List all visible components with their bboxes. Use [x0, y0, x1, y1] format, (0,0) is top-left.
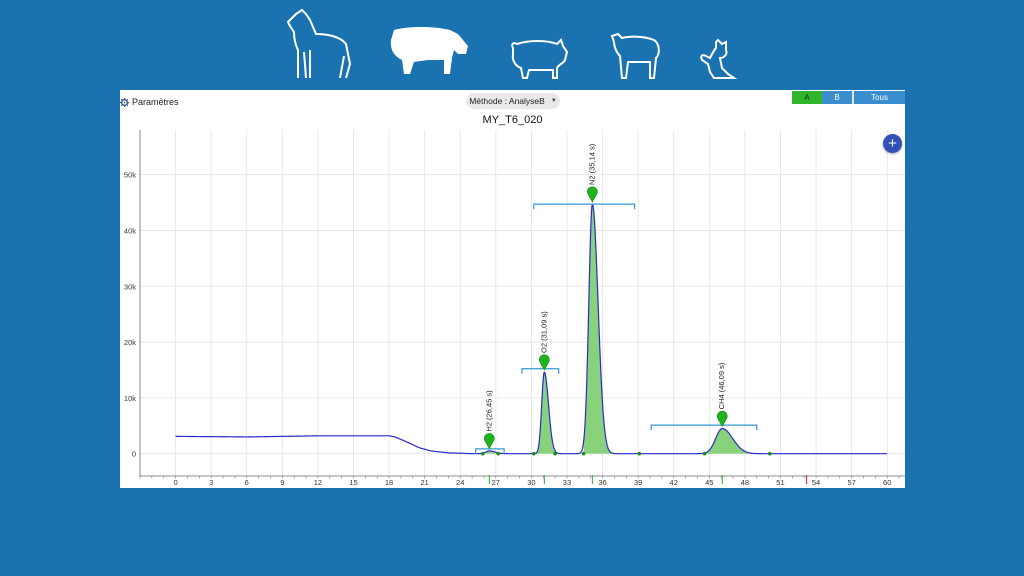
segment-divider [852, 91, 854, 104]
peak-marker-icon [484, 433, 495, 450]
x-tick-label: 57 [847, 478, 855, 487]
horse-icon[interactable] [286, 8, 352, 80]
x-tick-label: 54 [812, 478, 820, 487]
y-tick-label: 30k [124, 282, 136, 291]
x-tick-label: 12 [314, 478, 322, 487]
chevron-down-icon: ▼ [550, 98, 557, 104]
integration-end-dot [496, 451, 500, 456]
y-tick-label: 50k [124, 171, 136, 180]
y-tick-label: 40k [124, 226, 136, 235]
gear-icon [120, 97, 129, 107]
integration-end-dot [553, 451, 557, 456]
x-tick-label: 36 [598, 478, 606, 487]
peak-label: H2 (26,45 s) [484, 390, 493, 432]
x-tick-label: 9 [280, 478, 284, 487]
y-tick-label: 10k [124, 394, 136, 403]
toolbar: Paramètres Méthode : AnalyseB ▼ A B Tous [120, 90, 905, 112]
sheep-icon[interactable] [608, 32, 662, 80]
integration-start-dot [581, 451, 586, 456]
animal-selector [0, 0, 1024, 86]
pig-icon[interactable] [509, 38, 569, 80]
chromatogram-window: 0 3 6 9 12 15 18 21 24 27 30 33 36 39 42 45 48 51 54 57 60 0 1… [120, 90, 905, 488]
method-dropdown[interactable]: Méthode : AnalyseB ▼ [466, 93, 560, 109]
x-tick-label: 48 [741, 478, 749, 487]
segment-b[interactable]: B [822, 91, 852, 104]
x-tick-label: 24 [456, 478, 464, 487]
x-tick-label: 0 [173, 478, 177, 487]
x-tick-label: 33 [563, 478, 571, 487]
peak-area [533, 372, 556, 454]
x-tick-label: 45 [705, 478, 713, 487]
peak-bracket [650, 424, 758, 431]
chromatogram-chart: 0 3 6 9 12 15 18 21 24 27 30 33 36 39 42 45 48 51 54 57 6001… [124, 130, 905, 487]
add-button[interactable]: + [883, 134, 902, 153]
x-tick-label: 39 [634, 478, 642, 487]
peak-area [704, 428, 770, 454]
x-tick-label: 27 [492, 478, 500, 487]
cat-icon[interactable] [698, 38, 740, 80]
y-tick-label: 20k [124, 338, 136, 347]
segment-all[interactable]: Tous [854, 91, 905, 104]
peak-marker-icon [539, 354, 550, 371]
method-label: Méthode : AnalyseB [469, 96, 545, 106]
plus-icon: + [888, 135, 897, 152]
peak-label: N2 (35,14 s) [587, 143, 596, 185]
peak-label: CH4 (46,09 s) [717, 362, 726, 409]
integration-start-dot [531, 451, 536, 456]
channel-selector: A B Tous [792, 91, 905, 104]
peak-area [583, 204, 640, 454]
x-tick-label: 21 [420, 478, 428, 487]
x-tick-label: 18 [385, 478, 393, 487]
y-tick-label: 0 [132, 450, 136, 459]
x-tick-label: 51 [776, 478, 784, 487]
peak-marker-icon [587, 186, 598, 203]
x-tick-label: 3 [209, 478, 213, 487]
segment-a[interactable]: A [792, 91, 822, 104]
integration-end-dot [637, 451, 642, 456]
peak-label: O2 (31,09 s) [539, 311, 548, 353]
integration-start-dot [702, 451, 707, 456]
x-tick-label: 15 [349, 478, 357, 487]
integration-end-dot [767, 451, 772, 456]
integration-start-dot [480, 451, 485, 456]
settings-label: Paramètres [132, 97, 179, 107]
x-tick-label: 60 [883, 478, 891, 487]
settings-button[interactable]: Paramètres [120, 94, 179, 110]
peak-bracket [521, 368, 560, 374]
x-tick-label: 6 [245, 478, 249, 487]
cow-icon[interactable] [388, 24, 470, 80]
peak-bracket [475, 448, 505, 454]
x-tick-label: 30 [527, 478, 535, 487]
peak-bracket [533, 203, 636, 210]
peak-marker-icon [716, 410, 728, 427]
chart-title: MY_T6_020 [482, 114, 543, 126]
x-tick-label: 42 [670, 478, 678, 487]
